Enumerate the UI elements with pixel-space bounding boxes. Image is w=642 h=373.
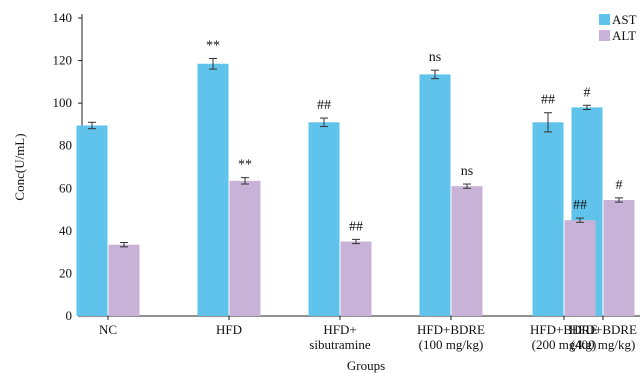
y-tick-label: 100 [53,95,73,110]
x-axis-title: Groups [347,358,385,373]
y-tick-label: 0 [66,308,73,323]
x-tick-label: (100 mg/kg) [419,337,484,352]
significance-label: ns [429,50,441,65]
y-tick-label: 20 [59,265,72,280]
bar-alt [603,199,635,316]
bar-ast [197,63,229,317]
bar-ast [419,74,451,317]
x-tick-label: sibutramine [309,337,371,352]
y-tick-label: 120 [53,53,73,68]
bar-ast [532,122,564,316]
legend-label: ALT [612,28,636,43]
significance-label: ## [541,93,555,108]
significance-label: # [584,85,591,100]
bar-alt [108,244,140,316]
legend-label: AST [612,12,637,27]
significance-label: ** [206,38,220,53]
significance-label: # [616,178,623,193]
axes: 0 20 40 60 80 100 120 140 Conc(U/mL) Groups NC HFD H… [12,10,640,373]
labels: **##ns## #**##ns### [206,38,623,234]
y-tick-label: 60 [59,180,72,195]
y-axis-title: Conc(U/mL) [12,133,27,200]
y-tick-label: 40 [59,223,72,238]
bar-ast [308,122,340,316]
x-tick-label: (200 mg/kg) [532,337,597,352]
bar-alt [229,180,261,316]
x-tick-label: HFD+BDRE [417,322,485,337]
x-tick-label: (400 mg/kg) [571,337,636,352]
x-tick-label: HFD+ [323,322,356,337]
legend-swatch-alt [599,30,610,41]
significance-label: ## [317,98,331,113]
x-tick-label: HFD+BDRE [569,322,637,337]
bar-ast [76,125,108,316]
legend-swatch-ast [599,14,610,25]
x-tick-label: HFD [216,322,242,337]
x-tick-label: NC [99,322,117,337]
bar-alt [451,186,483,316]
significance-label: ** [238,158,252,173]
significance-label: ## [349,219,363,234]
y-tick-label: 80 [59,138,72,153]
bar-alt [564,220,596,316]
bars [76,57,635,317]
significance-label: ## [573,198,587,213]
x-tick-label: HFD+BDRE [530,322,598,337]
y-tick-label: 140 [53,10,73,25]
significance-label: ns [461,164,473,179]
bar-alt [340,241,372,316]
